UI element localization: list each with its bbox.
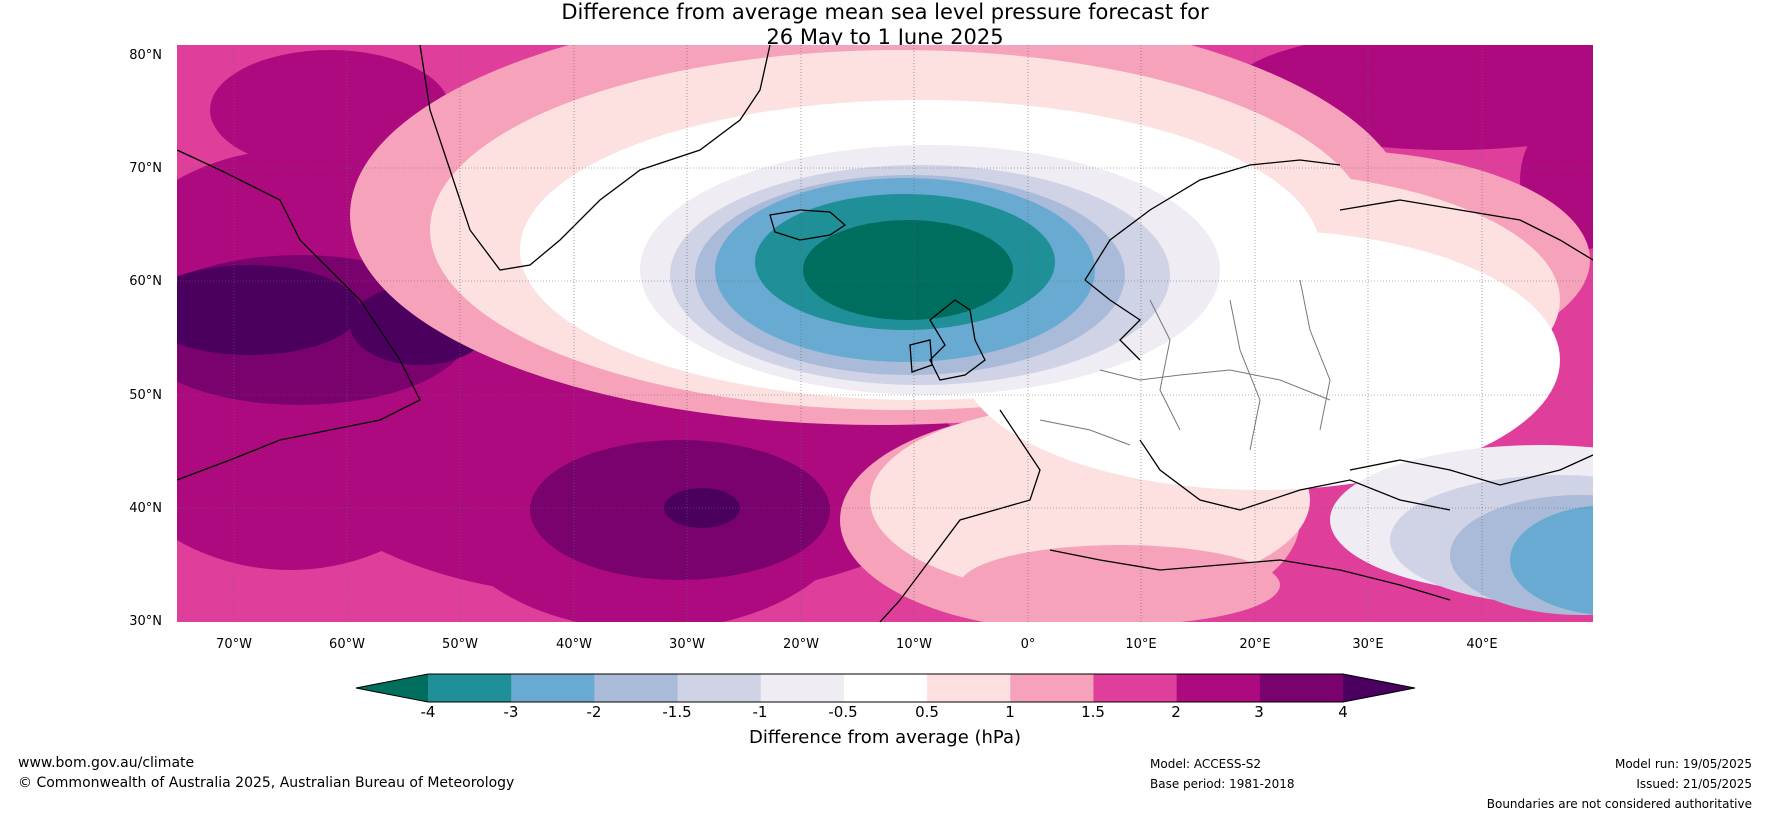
lon-label-60w: 60°W (329, 637, 365, 652)
colorbar-tick: 1 (1005, 703, 1015, 721)
lon-label-50w: 50°W (442, 637, 478, 652)
lat-label-80n: 80°N (129, 48, 162, 63)
model-run-text: Model run: 19/05/2025 (1614, 757, 1752, 771)
lat-label-40n: 40°N (129, 501, 162, 516)
colorbar-segment (1093, 674, 1178, 702)
colorbar-segment (760, 674, 845, 702)
disclaimer-text: Boundaries are not considered authoritat… (1486, 797, 1752, 811)
lon-label-70w: 70°W (216, 637, 252, 652)
colorbar-tick: 4 (1338, 703, 1348, 721)
country-borders (1039, 279, 1331, 451)
lon-label-30e: 30°E (1352, 637, 1384, 652)
anomaly-zone-labrador-gt4 (177, 265, 360, 355)
colorbar-tick: -3 (503, 703, 519, 721)
colorbar-tick: -1 (752, 703, 768, 721)
base-period-text: Base period: 1981-2018 (1150, 777, 1295, 791)
colorbar-tick: 1.5 (1081, 703, 1105, 721)
lon-label-30w: 30°W (669, 637, 705, 652)
colorbar-tick: 2 (1171, 703, 1181, 721)
colorbar-tick: -2 (586, 703, 602, 721)
lon-label-10w: 10°W (896, 637, 932, 652)
colorbar-segment (927, 674, 1011, 702)
copyright-text: © Commonwealth of Australia 2025, Austra… (18, 775, 515, 791)
colorbar-extend-low (356, 674, 428, 702)
lat-label-70n: 70°N (129, 161, 162, 176)
colorbar-segment (1010, 674, 1094, 702)
colorbar-tick: 3 (1254, 703, 1264, 721)
colorbar-segment (843, 674, 928, 702)
colorbar-segment (1259, 674, 1344, 702)
colorbar-segment (428, 674, 512, 702)
colorbar-tick: 0.5 (915, 703, 939, 721)
lon-label-0: 0° (1020, 637, 1036, 652)
colorbar-tick: -0.5 (828, 703, 858, 721)
model-text: Model: ACCESS-S2 (1150, 757, 1262, 771)
colorbar-segment (594, 674, 679, 702)
title-line-1: Difference from average mean sea level p… (561, 0, 1209, 24)
chart-title: Difference from average mean sea level p… (0, 0, 1770, 50)
lon-label-20w: 20°W (783, 637, 819, 652)
lon-label-20e: 20°E (1239, 637, 1271, 652)
lon-label-10e: 10°E (1125, 637, 1157, 652)
colorbar-outline (355, 673, 1416, 703)
colorbar-segment (677, 674, 762, 702)
anomaly-se-minus-2-3 (1510, 505, 1593, 615)
colorbar-title: Difference from average (hPa) (748, 727, 1022, 748)
pressure-anomaly-field (177, 45, 1593, 622)
issued-text: Issued: 21/05/2025 (1636, 777, 1752, 791)
lat-label-50n: 50°N (129, 388, 162, 403)
colorbar-segment (1176, 674, 1261, 702)
colorbar-tick: -1.5 (662, 703, 692, 721)
colorbar-segment (511, 674, 595, 702)
lon-label-40w: 40°W (556, 637, 592, 652)
colorbar-extend-high (1343, 674, 1415, 702)
lon-label-40e: 40°E (1466, 637, 1498, 652)
coastlines (177, 45, 1593, 622)
lat-label-60n: 60°N (129, 274, 162, 289)
website-link[interactable]: www.bom.gov.au/climate (18, 755, 195, 771)
colorbar (355, 673, 1416, 703)
anomaly-band-africa-1-1.5 (960, 545, 1280, 622)
graticule (177, 45, 1593, 622)
lat-label-30n: 30°N (129, 614, 162, 629)
colorbar-tick: -4 (420, 703, 436, 721)
anomaly-band-lt-minus-4 (803, 220, 1013, 320)
